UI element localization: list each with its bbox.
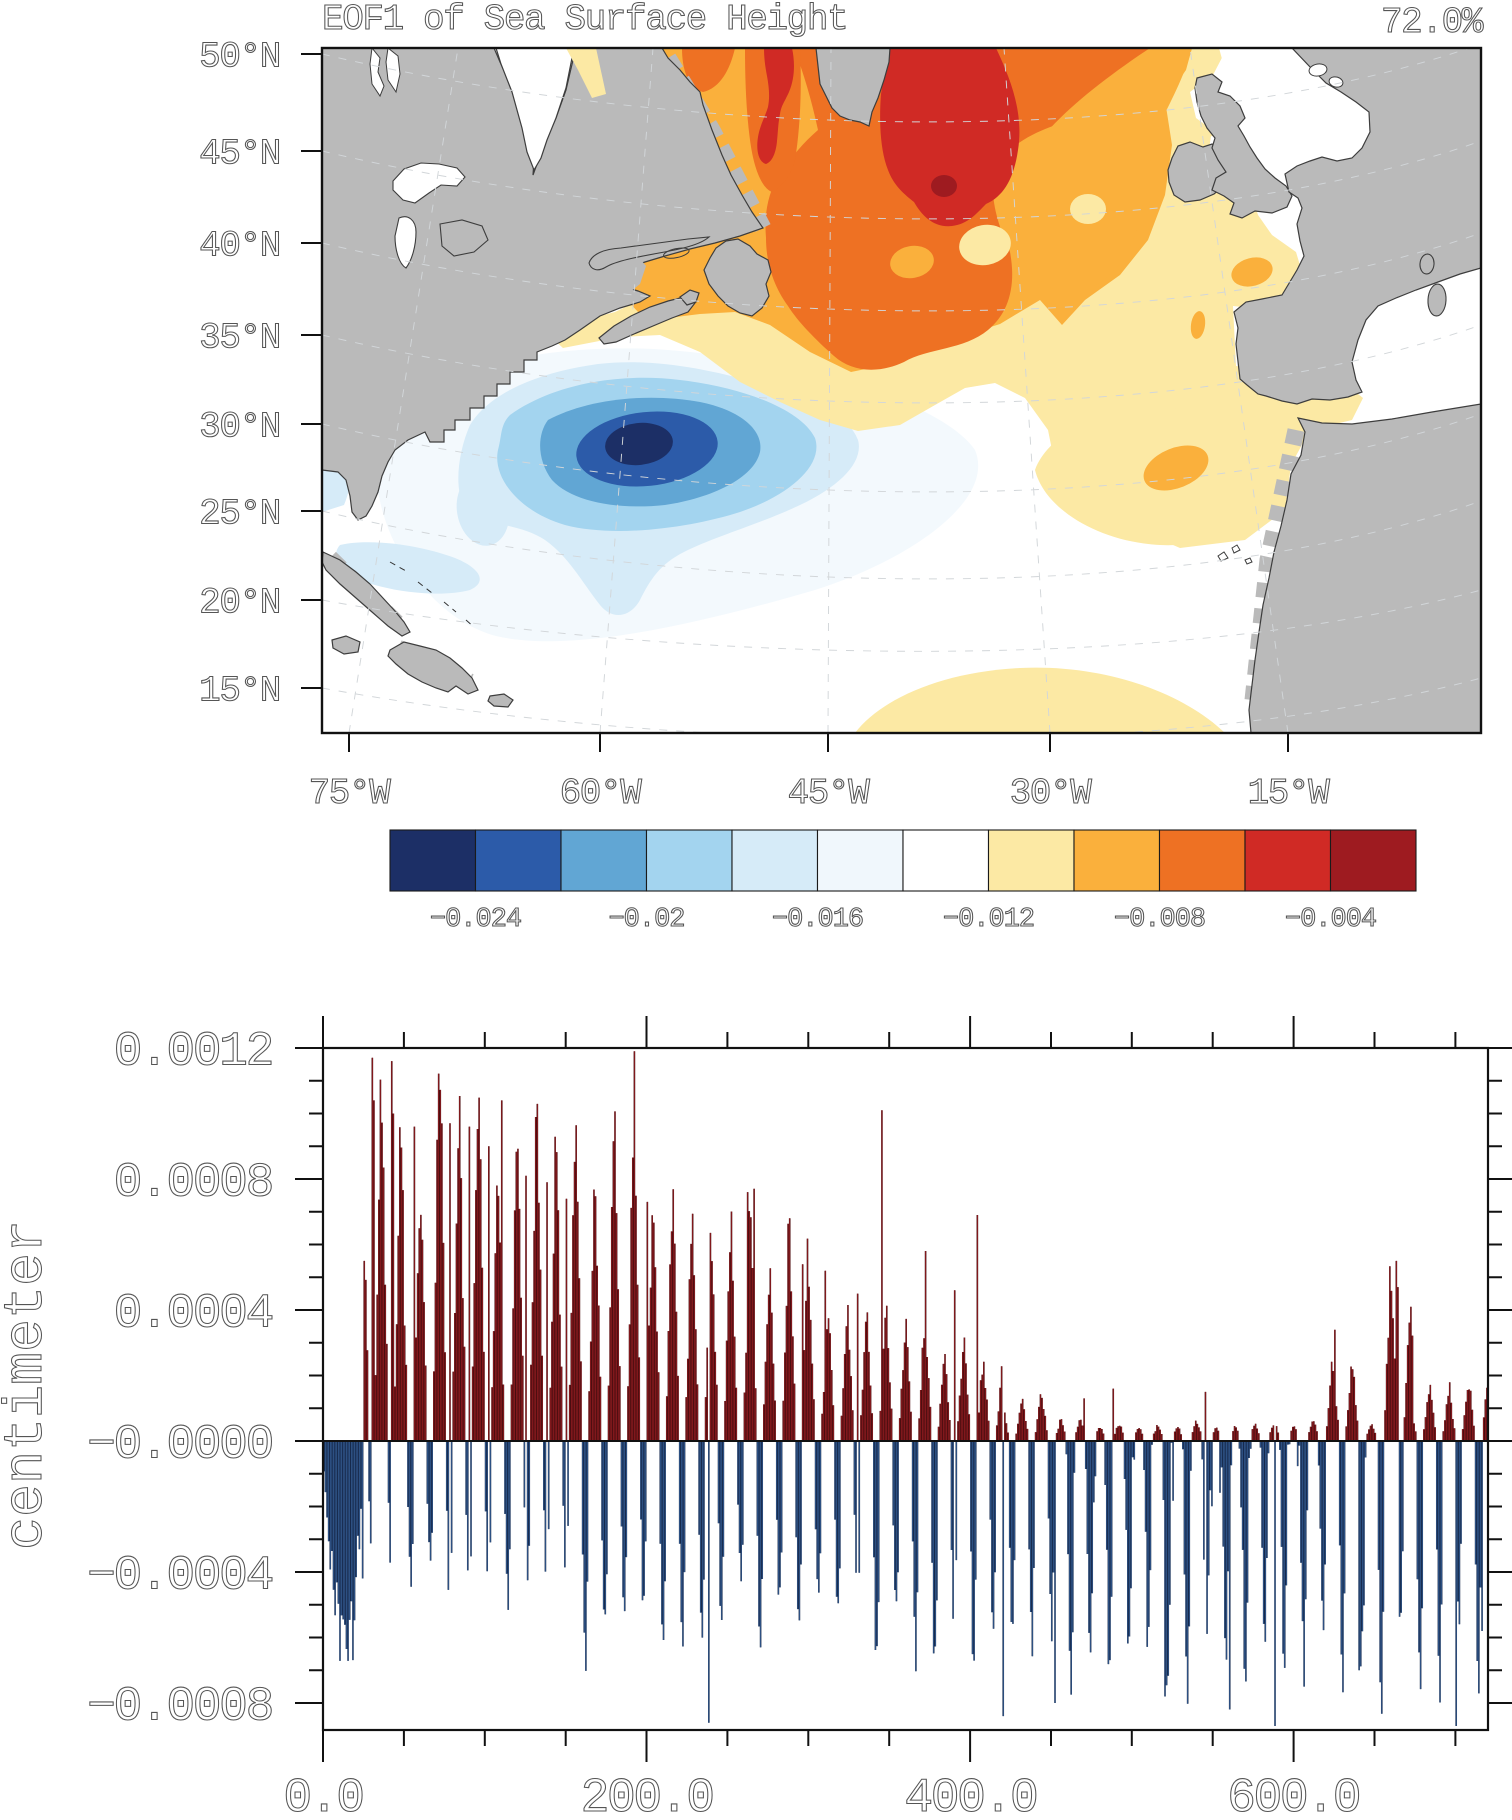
svg-text:72.0%: 72.0% [1381, 2, 1484, 43]
svg-text:−0.004: −0.004 [1285, 905, 1376, 935]
svg-text:−0.0000: −0.0000 [87, 1419, 272, 1473]
svg-text:35°N: 35°N [199, 318, 280, 359]
svg-text:−0.02: −0.02 [608, 905, 684, 935]
svg-text:25°N: 25°N [199, 494, 280, 535]
svg-text:40°N: 40°N [199, 226, 280, 267]
svg-text:400.0: 400.0 [904, 1772, 1036, 1820]
svg-text:30°W: 30°W [1010, 773, 1093, 814]
svg-text:0.0008: 0.0008 [114, 1157, 272, 1211]
svg-text:−0.0004: −0.0004 [87, 1550, 272, 1604]
svg-text:75°W: 75°W [309, 773, 392, 814]
svg-text:30°N: 30°N [199, 407, 280, 448]
svg-text:−0.008: −0.008 [1114, 905, 1205, 935]
svg-text:0.0012: 0.0012 [114, 1026, 272, 1080]
svg-text:15°W: 15°W [1248, 773, 1331, 814]
svg-text:45°W: 45°W [788, 773, 871, 814]
svg-text:centimeter: centimeter [0, 1220, 58, 1550]
svg-text:EOF1 of Sea Surface Height: EOF1 of Sea Surface Height [322, 0, 847, 40]
svg-text:−0.0008: −0.0008 [87, 1681, 272, 1735]
svg-text:−0.016: −0.016 [772, 905, 863, 935]
svg-text:20°N: 20°N [199, 583, 280, 624]
svg-text:600.0: 600.0 [1227, 1772, 1359, 1820]
svg-text:50°N: 50°N [199, 37, 280, 78]
svg-text:−0.024: −0.024 [430, 905, 521, 935]
svg-text:0.0004: 0.0004 [114, 1288, 273, 1342]
svg-text:−0.012: −0.012 [943, 905, 1034, 935]
svg-text:0.0: 0.0 [283, 1772, 362, 1820]
svg-text:45°N: 45°N [199, 134, 280, 175]
svg-text:200.0: 200.0 [581, 1772, 713, 1820]
svg-text:15°N: 15°N [199, 671, 280, 712]
svg-text:60°W: 60°W [560, 773, 643, 814]
